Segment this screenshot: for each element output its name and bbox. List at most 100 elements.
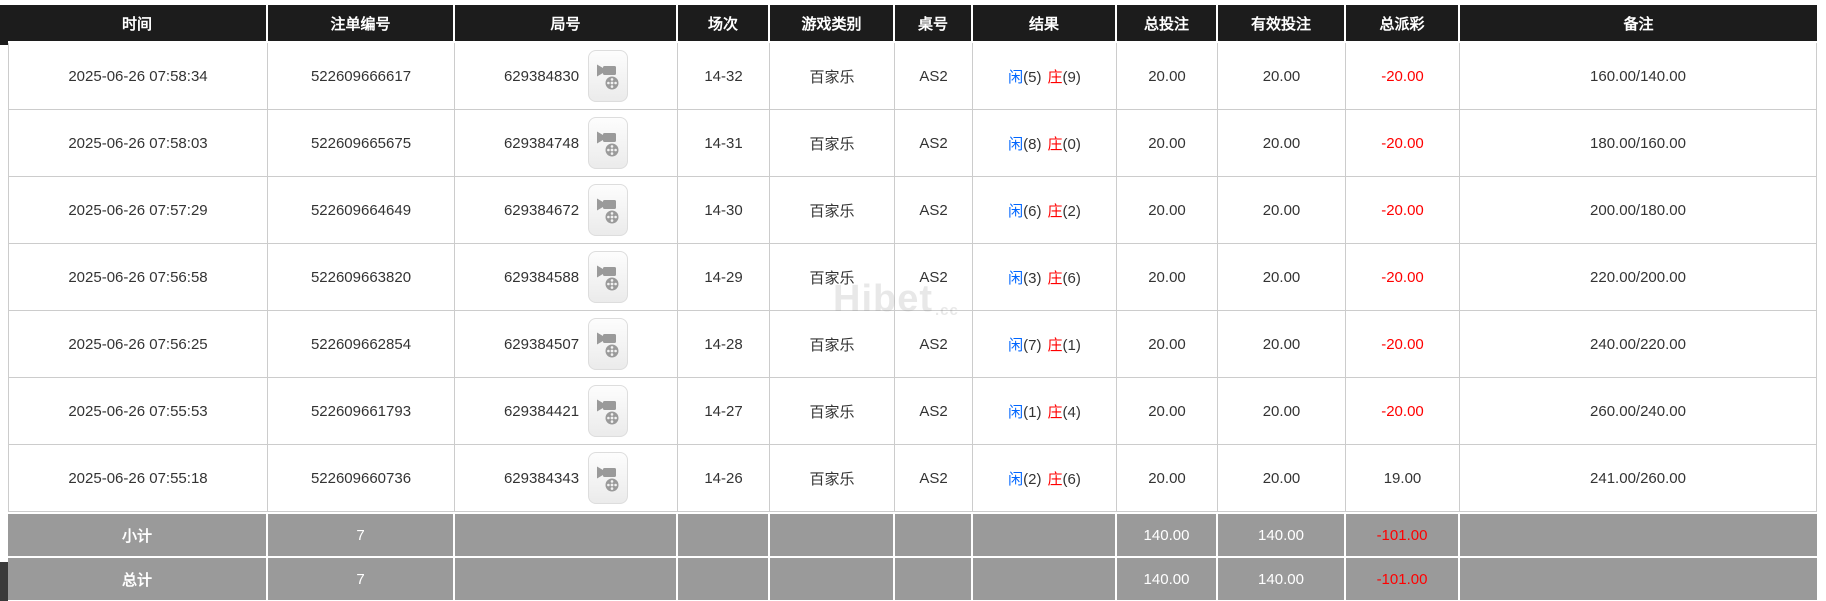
result-banker-label: 庄	[1047, 336, 1063, 354]
video-replay-button[interactable]	[588, 50, 629, 102]
cell-result: 闲(8) 庄(0)	[973, 110, 1117, 177]
col-header-result: 结果	[973, 5, 1117, 43]
cell-remark: 260.00/240.00	[1460, 378, 1817, 445]
total-empty-session	[678, 556, 770, 600]
subtotal-empty-table	[895, 512, 973, 556]
cell-total-bet: 20.00	[1117, 244, 1218, 311]
col-header-game-type: 游戏类别	[770, 5, 895, 43]
col-header-round-id: 局号	[455, 5, 678, 43]
result-banker-label: 庄	[1047, 470, 1063, 488]
total-total-bet: 140.00	[1117, 556, 1218, 600]
cell-round-id: 629384830	[455, 43, 678, 110]
total-count: 7	[268, 556, 455, 600]
cell-result: 闲(6) 庄(2)	[973, 177, 1117, 244]
cell-round-id: 629384421	[455, 378, 678, 445]
cell-remark: 240.00/220.00	[1460, 311, 1817, 378]
result-banker-points: (0)	[1062, 135, 1081, 153]
video-replay-icon	[597, 265, 619, 291]
total-empty-remark	[1460, 556, 1817, 600]
video-replay-button[interactable]	[588, 184, 629, 236]
cell-payout: -20.00	[1346, 378, 1460, 445]
cell-time: 2025-06-26 07:58:34	[8, 43, 268, 110]
video-replay-button[interactable]	[588, 452, 629, 504]
video-replay-button[interactable]	[588, 385, 629, 437]
header-row: 时间 注单编号 局号 场次 游戏类别 桌号 结果 总投注 有效投注 总派彩 备注	[8, 5, 1817, 43]
round-id-text: 629384748	[503, 134, 580, 152]
result-banker-points: (4)	[1062, 403, 1081, 421]
left-edge-artifact-top	[0, 5, 8, 45]
cell-round-id: 629384343	[455, 445, 678, 512]
video-replay-button[interactable]	[588, 117, 629, 169]
cell-valid-bet: 20.00	[1218, 378, 1346, 445]
cell-remark: 241.00/260.00	[1460, 445, 1817, 512]
result-banker-label: 庄	[1047, 68, 1063, 86]
cell-table-id: AS2	[895, 378, 973, 445]
result-banker-points: (6)	[1062, 269, 1081, 287]
left-edge-artifact-bottom	[0, 562, 8, 601]
subtotal-row: 小计 7 140.00 140.00 -101.00	[8, 512, 1817, 556]
result-banker-points: (1)	[1062, 336, 1081, 354]
cell-session: 14-31	[678, 110, 770, 177]
result-player-points: (7)	[1023, 336, 1042, 354]
cell-valid-bet: 20.00	[1218, 445, 1346, 512]
round-id-text: 629384421	[503, 402, 580, 420]
cell-time: 2025-06-26 07:55:18	[8, 445, 268, 512]
video-replay-button[interactable]	[588, 318, 629, 370]
round-id-text: 629384672	[503, 201, 580, 219]
bet-history-table: 时间 注单编号 局号 场次 游戏类别 桌号 结果 总投注 有效投注 总派彩 备注…	[8, 5, 1817, 600]
cell-bet-id: 522609662854	[268, 311, 455, 378]
result-banker-points: (6)	[1062, 470, 1081, 488]
cell-payout: 19.00	[1346, 445, 1460, 512]
round-id-text: 629384507	[503, 335, 580, 353]
total-label: 总计	[8, 556, 268, 600]
cell-game-type: 百家乐	[770, 110, 895, 177]
total-row: 总计 7 140.00 140.00 -101.00	[8, 556, 1817, 600]
col-header-remark: 备注	[1460, 5, 1817, 43]
subtotal-count: 7	[268, 512, 455, 556]
cell-time: 2025-06-26 07:56:25	[8, 311, 268, 378]
col-header-bet-id: 注单编号	[268, 5, 455, 43]
cell-remark: 160.00/140.00	[1460, 43, 1817, 110]
cell-valid-bet: 20.00	[1218, 110, 1346, 177]
table-row: 2025-06-26 07:55:18 522609660736 6293843…	[8, 445, 1817, 512]
cell-round-id: 629384507	[455, 311, 678, 378]
table-row: 2025-06-26 07:58:34 522609666617 6293848…	[8, 43, 1817, 110]
subtotal-label: 小计	[8, 512, 268, 556]
cell-result: 闲(2) 庄(6)	[973, 445, 1117, 512]
cell-round-id: 629384672	[455, 177, 678, 244]
video-replay-icon	[597, 466, 619, 492]
subtotal-empty-round	[455, 512, 678, 556]
video-replay-icon	[597, 64, 619, 90]
cell-result: 闲(1) 庄(4)	[973, 378, 1117, 445]
video-replay-icon	[597, 131, 619, 157]
result-banker-label: 庄	[1047, 269, 1063, 287]
subtotal-empty-session	[678, 512, 770, 556]
cell-result: 闲(3) 庄(6)	[973, 244, 1117, 311]
cell-remark: 220.00/200.00	[1460, 244, 1817, 311]
result-player-points: (8)	[1023, 135, 1042, 153]
result-player-points: (2)	[1023, 470, 1042, 488]
result-banker-label: 庄	[1047, 403, 1063, 421]
subtotal-empty-remark	[1460, 512, 1817, 556]
cell-table-id: AS2	[895, 43, 973, 110]
cell-bet-id: 522609666617	[268, 43, 455, 110]
total-empty-game	[770, 556, 895, 600]
result-player-points: (3)	[1023, 269, 1042, 287]
col-header-session: 场次	[678, 5, 770, 43]
cell-valid-bet: 20.00	[1218, 311, 1346, 378]
cell-game-type: 百家乐	[770, 244, 895, 311]
result-player-label: 闲	[1008, 202, 1024, 220]
cell-time: 2025-06-26 07:55:53	[8, 378, 268, 445]
table-body: 2025-06-26 07:58:34 522609666617 6293848…	[8, 43, 1817, 512]
video-replay-button[interactable]	[588, 251, 629, 303]
cell-round-id: 629384588	[455, 244, 678, 311]
total-valid-bet: 140.00	[1218, 556, 1346, 600]
result-player-label: 闲	[1008, 336, 1024, 354]
cell-game-type: 百家乐	[770, 43, 895, 110]
cell-bet-id: 522609664649	[268, 177, 455, 244]
table-row: 2025-06-26 07:55:53 522609661793 6293844…	[8, 378, 1817, 445]
cell-bet-id: 522609665675	[268, 110, 455, 177]
result-banker-points: (2)	[1062, 202, 1081, 220]
total-empty-table	[895, 556, 973, 600]
cell-time: 2025-06-26 07:57:29	[8, 177, 268, 244]
